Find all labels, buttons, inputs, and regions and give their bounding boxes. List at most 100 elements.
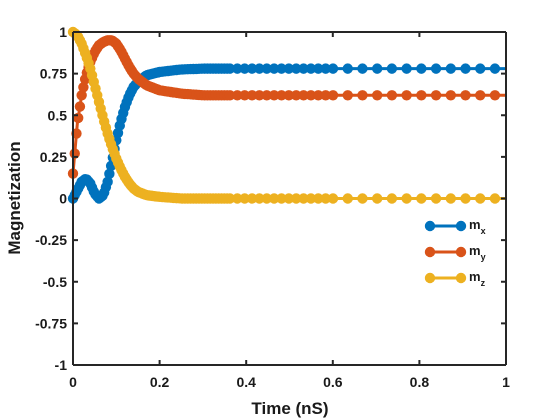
data-point-mx	[342, 63, 353, 74]
data-point-mz	[401, 193, 412, 204]
x-tick-label: 0.8	[410, 374, 430, 390]
data-point-my	[268, 90, 280, 101]
data-point-mz	[291, 193, 302, 204]
legend-entry-mz: mz	[424, 269, 486, 288]
data-point-my	[276, 90, 287, 101]
data-point-my	[313, 90, 324, 101]
data-point-mz	[298, 193, 309, 204]
y-tick-label: 0.5	[48, 107, 68, 123]
data-point-mz	[246, 193, 258, 204]
data-point-mz	[283, 193, 295, 204]
data-point-my	[445, 90, 456, 101]
x-axis-label: Time (nS)	[251, 399, 328, 418]
data-point-mx	[489, 63, 501, 74]
data-point-mz	[430, 193, 442, 204]
legend-marker	[424, 246, 436, 258]
data-point-mx	[261, 63, 272, 74]
legend-entry-mx: mx	[424, 217, 486, 236]
data-point-mz	[445, 193, 456, 204]
data-point-mz	[320, 193, 331, 204]
legend-entry-my: my	[424, 243, 486, 262]
data-point-my	[342, 90, 353, 101]
series-mz	[67, 26, 506, 204]
data-point-my	[401, 90, 412, 101]
data-point-mx	[254, 63, 265, 74]
x-tick-label: 0.4	[236, 374, 256, 390]
data-point-mx	[276, 63, 287, 74]
data-point-mx	[475, 63, 486, 74]
y-tick-label: -0.5	[43, 274, 67, 290]
y-tick-label: -1	[55, 357, 68, 373]
data-point-mz	[232, 193, 243, 204]
data-point-my	[74, 101, 86, 112]
data-point-mx	[320, 63, 331, 74]
data-point-mz	[254, 193, 265, 204]
x-tick-label: 1	[502, 374, 510, 390]
data-point-mx	[239, 63, 250, 74]
legend-marker	[455, 220, 467, 232]
y-tick-label: 0	[59, 191, 67, 207]
y-tick-label: 0.25	[40, 149, 67, 165]
data-point-my	[327, 90, 339, 101]
data-point-mx	[416, 63, 427, 74]
legend-marker	[455, 272, 467, 284]
data-point-my	[386, 90, 398, 101]
legend-marker	[424, 220, 436, 232]
x-tick-label: 0.2	[150, 374, 170, 390]
data-point-mz	[489, 193, 501, 204]
x-tick-label: 0.6	[323, 374, 343, 390]
data-point-my	[305, 90, 317, 101]
data-point-my	[416, 90, 427, 101]
legend-marker	[424, 272, 436, 284]
data-point-my	[291, 90, 302, 101]
data-point-mz	[371, 193, 383, 204]
data-point-mz	[268, 193, 280, 204]
data-point-mx	[268, 63, 280, 74]
data-point-mx	[357, 63, 368, 74]
data-point-mx	[246, 63, 258, 74]
data-point-my	[254, 90, 265, 101]
data-point-my	[460, 90, 471, 101]
legend: mx my mz	[424, 217, 486, 288]
data-point-mx	[386, 63, 398, 74]
data-point-my	[298, 90, 309, 101]
y-tick-label: -0.25	[35, 232, 67, 248]
data-point-mz	[261, 193, 272, 204]
data-point-mz	[305, 193, 317, 204]
data-point-mx	[313, 63, 324, 74]
data-point-my	[239, 90, 250, 101]
data-point-mx	[401, 63, 412, 74]
data-point-my	[246, 90, 258, 101]
data-point-my	[283, 90, 295, 101]
data-point-mz	[327, 193, 339, 204]
legend-label: my	[469, 243, 486, 262]
data-point-mx	[102, 176, 113, 188]
axes-layer: 0 0.2 0.4 0.6 0.8 1 -1 -0.75 -0.5 -0.25 0 0.25 0.5 0.…	[35, 24, 510, 390]
data-point-mx	[298, 63, 309, 74]
data-point-mx	[283, 63, 295, 74]
data-point-mz	[357, 193, 368, 204]
data-point-mx	[224, 63, 236, 74]
data-point-mx	[305, 63, 317, 74]
data-point-my	[232, 90, 243, 101]
data-point-my	[475, 90, 486, 101]
data-point-mx	[232, 63, 243, 74]
data-point-mz	[475, 193, 486, 204]
data-point-mz	[460, 193, 471, 204]
data-point-mz	[386, 193, 398, 204]
data-point-mx	[327, 63, 339, 74]
data-point-my	[357, 90, 368, 101]
data-point-my	[78, 82, 89, 93]
data-point-mz	[313, 193, 324, 204]
data-point-mx	[291, 63, 302, 74]
y-tick-label: 1	[59, 24, 67, 40]
y-axis-label: Magnetization	[5, 141, 24, 254]
legend-label: mz	[469, 269, 486, 288]
legend-marker	[455, 246, 467, 258]
data-point-mx	[371, 63, 383, 74]
data-point-my	[371, 90, 383, 101]
data-point-my	[489, 90, 501, 101]
data-point-mx	[104, 168, 115, 180]
data-point-mz	[276, 193, 287, 204]
